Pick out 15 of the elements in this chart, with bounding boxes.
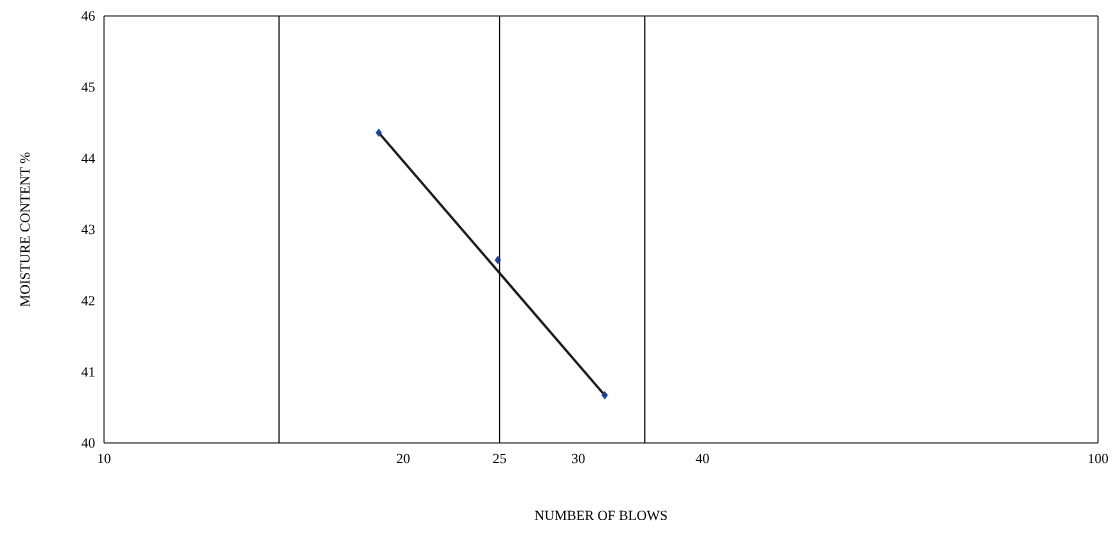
x-tick-label: 100 xyxy=(1088,453,1108,464)
y-axis-title: MOISTURE CONTENT % xyxy=(20,152,30,307)
y-tick-label: 44 xyxy=(81,153,95,163)
y-tick-label: 45 xyxy=(81,82,95,92)
y-tick-label: 40 xyxy=(81,438,95,448)
y-tick-label: 43 xyxy=(81,224,95,235)
x-tick-label: 25 xyxy=(493,453,507,464)
y-tick-label: 41 xyxy=(81,367,95,377)
x-tick-label: 20 xyxy=(396,453,410,464)
x-tick-label: 30 xyxy=(571,453,585,464)
x-tick-label: 10 xyxy=(98,453,111,464)
y-tick-label: 46 xyxy=(81,11,95,21)
x-axis-title: NUMBER OF BLOWS xyxy=(534,510,667,521)
y-tick-label: 42 xyxy=(81,296,95,306)
x-tick-label: 40 xyxy=(695,453,709,464)
